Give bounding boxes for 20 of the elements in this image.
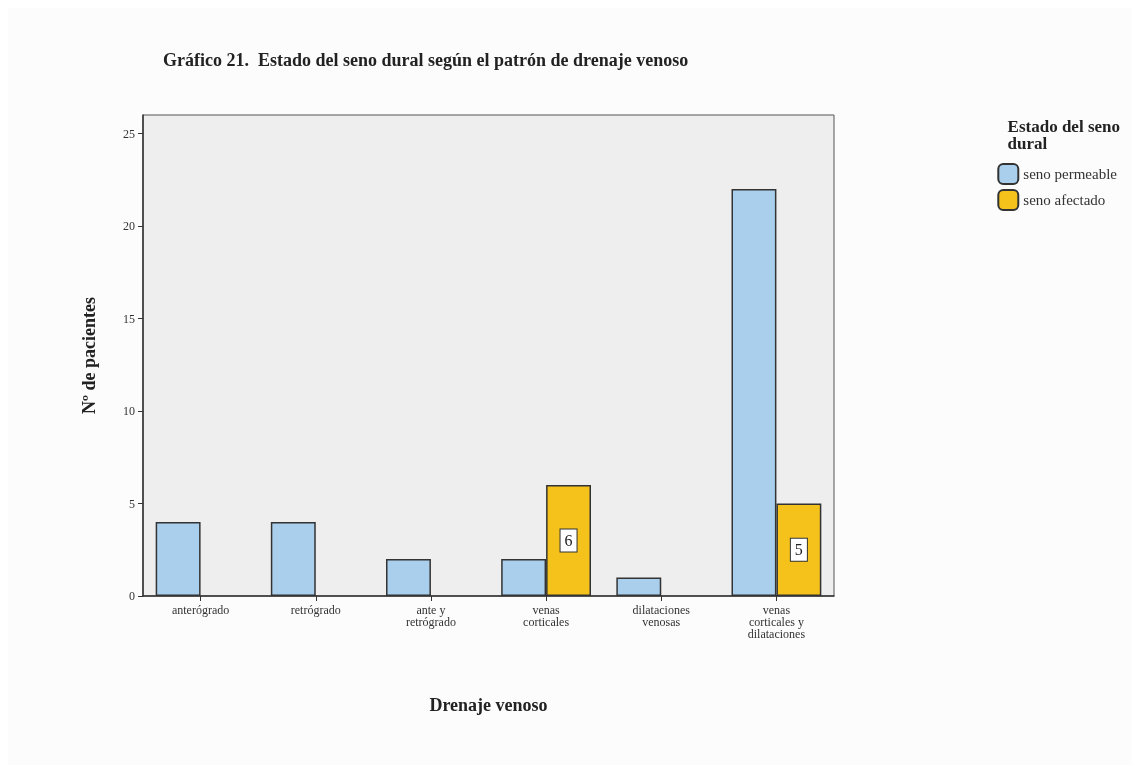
data-label: 6	[564, 532, 573, 549]
x-tick-label: ante y retrógrado	[405, 603, 456, 629]
x-tick-label: dilataciones venosas	[632, 603, 691, 629]
legend-label: seno afectado	[1023, 192, 1106, 208]
chart-title: Gráfico 21. Estado del seno dural según el patrón de drenaje venoso	[163, 50, 689, 70]
x-tick-label: retrógrado	[290, 603, 341, 617]
data-label: 5	[794, 541, 803, 559]
legend-label: seno permeable	[1023, 166, 1118, 182]
y-tick-label: 25	[123, 126, 135, 141]
x-axis-title: Drenaje venoso	[429, 695, 548, 715]
y-axis-title: Nº de pacientes	[79, 297, 99, 414]
y-tick-label: 10	[123, 404, 135, 418]
x-tick-label: venas corticales y dilataciones	[747, 603, 806, 641]
x-tick-label: anterógrado	[171, 603, 230, 617]
legend-title: Estado del seno dural	[1007, 117, 1121, 153]
y-tick-label: 15	[123, 311, 135, 326]
y-tick-label: 20	[123, 219, 135, 233]
y-tick-label: 0	[129, 589, 135, 603]
x-tick-label: venas corticales	[523, 603, 570, 629]
y-tick-label: 5	[129, 496, 135, 511]
